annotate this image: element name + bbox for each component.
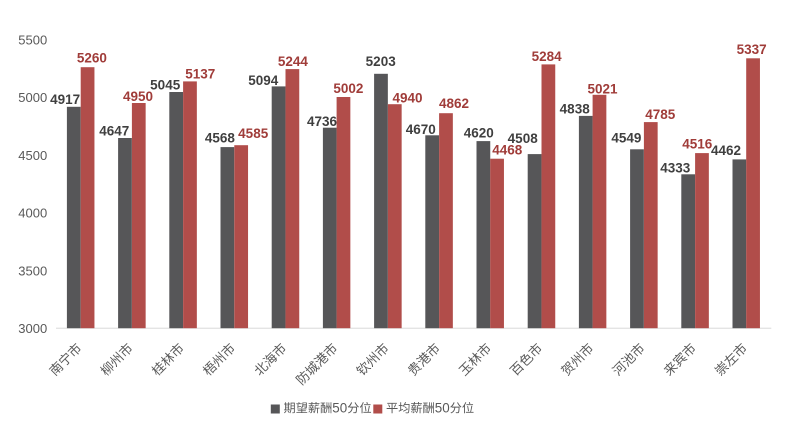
svg-text:5045: 5045 [150,77,181,92]
svg-text:5244: 5244 [278,54,309,69]
svg-text:4785: 4785 [645,107,676,122]
svg-text:5500: 5500 [18,32,47,47]
svg-text:4585: 4585 [238,126,269,141]
svg-text:3000: 3000 [18,321,47,336]
svg-text:4838: 4838 [560,101,591,116]
svg-text:4950: 4950 [123,89,153,104]
svg-text:4862: 4862 [439,96,469,111]
svg-text:4940: 4940 [392,90,422,105]
svg-text:4468: 4468 [492,142,523,157]
svg-text:5337: 5337 [737,42,767,57]
svg-text:50: 50 [435,400,450,415]
svg-text:5094: 5094 [248,73,279,88]
svg-text:4333: 4333 [660,161,691,176]
svg-text:5137: 5137 [185,66,215,81]
svg-text:5284: 5284 [532,49,563,64]
svg-text:5260: 5260 [77,51,107,66]
svg-text:4462: 4462 [711,143,741,158]
svg-text:3500: 3500 [18,263,47,278]
svg-text:5021: 5021 [587,82,618,97]
svg-text:5002: 5002 [333,81,363,96]
svg-text:50: 50 [332,400,347,415]
svg-text:4000: 4000 [18,206,47,221]
svg-text:4549: 4549 [611,131,641,146]
svg-text:4736: 4736 [307,114,338,129]
svg-text:4568: 4568 [205,130,236,145]
svg-text:4620: 4620 [464,125,494,140]
svg-text:4500: 4500 [18,148,47,163]
svg-text:5000: 5000 [18,90,47,105]
svg-text:5203: 5203 [366,54,397,69]
svg-text:4670: 4670 [406,122,436,137]
svg-text:4647: 4647 [99,123,129,138]
svg-text:4508: 4508 [508,131,539,146]
svg-text:4917: 4917 [50,92,80,107]
svg-text:4516: 4516 [682,137,713,152]
